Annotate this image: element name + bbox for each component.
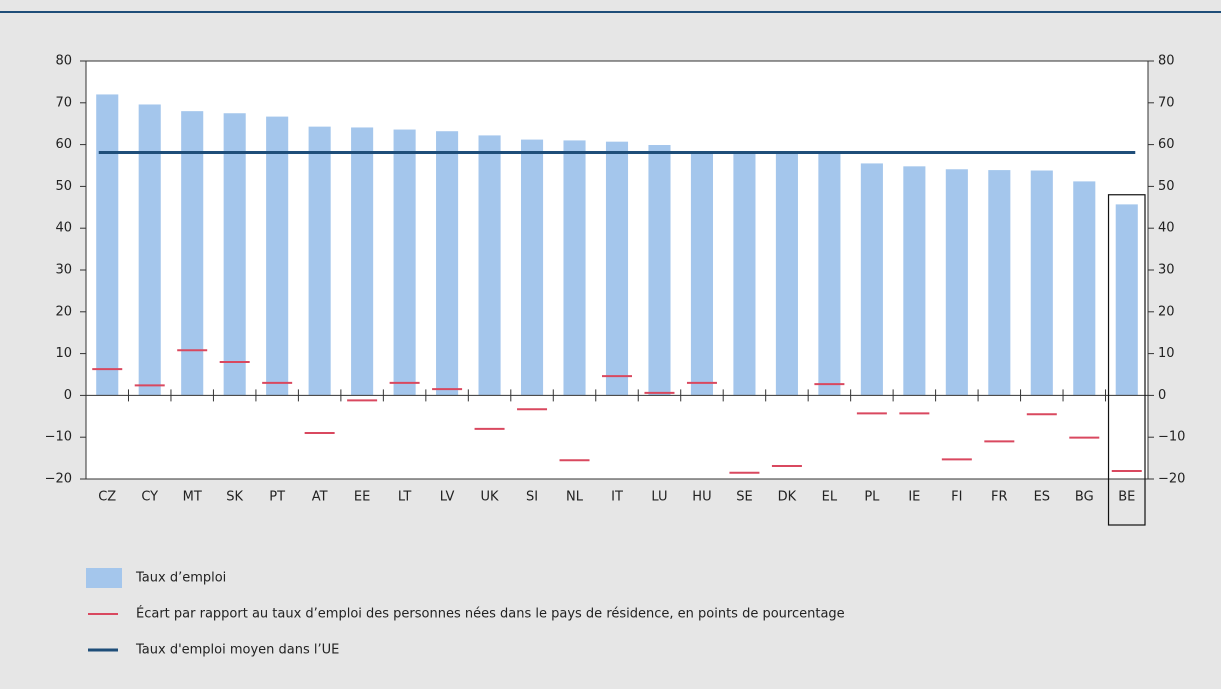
bar: [1115, 204, 1138, 396]
y2-tick-label: 70: [1158, 95, 1175, 110]
highlight-box: [1107, 194, 1146, 526]
y-tick-label: 80: [55, 54, 72, 69]
y-tick-label: 40: [55, 221, 72, 236]
bar: [563, 140, 586, 396]
x-tick-label: FI: [951, 490, 962, 505]
bar: [775, 152, 798, 396]
x-tick-label: ES: [1034, 490, 1050, 505]
y2-tick-label: −20: [1158, 472, 1185, 487]
bar: [903, 166, 926, 396]
x-tick-label: FR: [991, 490, 1008, 505]
x-tick-label: NL: [566, 490, 584, 505]
legend-swatch: [86, 568, 122, 588]
x-tick-label: LV: [440, 490, 455, 505]
bar: [266, 116, 289, 396]
y-tick-label: −10: [45, 430, 72, 445]
legend-label: Écart par rapport au taux d’emploi des p…: [136, 606, 845, 622]
bar: [860, 163, 883, 396]
bar: [945, 169, 968, 396]
bar: [138, 104, 161, 396]
y2-tick-label: 50: [1158, 179, 1175, 194]
y-tick-label: −20: [45, 472, 72, 487]
x-tick-label: HU: [692, 490, 711, 505]
y-tick-label: 60: [55, 137, 72, 152]
legend-label: Taux d'emploi moyen dans l’UE: [135, 643, 339, 658]
x-tick-label: DK: [778, 490, 797, 505]
y2-tick-label: −10: [1158, 430, 1185, 445]
bar: [393, 129, 416, 396]
bar: [690, 151, 714, 396]
y-tick-label: 30: [55, 263, 72, 278]
x-tick-label: IT: [611, 490, 623, 505]
bar: [648, 145, 671, 396]
bar: [1030, 170, 1053, 396]
x-tick-label: MT: [183, 490, 202, 505]
y-tick-label: 20: [55, 304, 72, 319]
bar: [96, 94, 119, 396]
x-tick-label: LT: [398, 490, 411, 505]
x-tick-label: CY: [141, 490, 158, 505]
y2-tick-label: 20: [1158, 304, 1175, 319]
x-tick-label: SE: [736, 490, 752, 505]
x-tick-label: BE: [1118, 490, 1135, 505]
bar: [818, 152, 841, 396]
bar: [988, 170, 1011, 396]
bar: [520, 139, 544, 396]
bar: [223, 113, 246, 396]
x-tick-label: EL: [822, 490, 838, 505]
bar: [605, 141, 629, 396]
bar: [436, 131, 459, 396]
legend-label: Taux d’emploi: [135, 571, 226, 586]
x-tick-label: CZ: [98, 490, 116, 505]
y-tick-label: 10: [55, 346, 72, 361]
x-tick-label: PT: [269, 490, 285, 505]
x-tick-label: IE: [908, 490, 920, 505]
x-tick-label: SI: [526, 490, 538, 505]
bar: [181, 111, 204, 396]
y2-tick-label: 60: [1158, 137, 1175, 152]
x-tick-label: SK: [226, 490, 243, 505]
bar: [1073, 181, 1096, 396]
y-tick-label: 70: [55, 95, 72, 110]
bar: [308, 126, 331, 396]
x-tick-label: BG: [1075, 490, 1094, 505]
y-tick-label: 50: [55, 179, 72, 194]
y2-tick-label: 30: [1158, 263, 1175, 278]
y2-tick-label: 0: [1158, 388, 1166, 403]
y2-tick-label: 40: [1158, 221, 1175, 236]
x-tick-label: LU: [651, 490, 667, 505]
x-tick-label: AT: [312, 490, 328, 505]
bar: [478, 135, 501, 396]
bar: [351, 127, 374, 396]
y2-tick-label: 10: [1158, 346, 1175, 361]
y-tick-label: 0: [64, 388, 72, 403]
x-tick-label: EE: [354, 490, 370, 505]
y2-tick-label: 80: [1158, 54, 1175, 69]
x-tick-label: PL: [864, 490, 880, 505]
bar: [733, 151, 756, 396]
x-tick-label: UK: [481, 490, 500, 505]
